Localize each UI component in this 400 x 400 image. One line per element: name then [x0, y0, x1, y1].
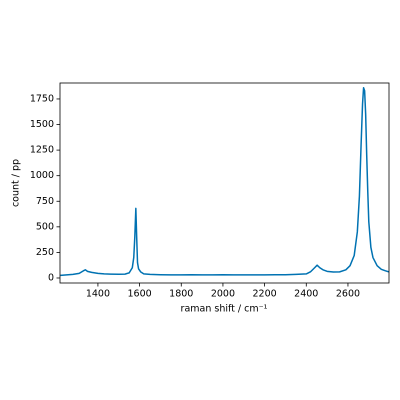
y-tick-label: 1000 [30, 170, 54, 181]
x-tick-label: 2000 [211, 289, 235, 300]
y-tick-label: 1750 [30, 93, 54, 104]
x-axis-label: raman shift / cm⁻¹ [181, 304, 268, 315]
data-line [60, 86, 389, 277]
y-tick-label: 1250 [30, 145, 54, 156]
y-axis-label: count / pp [11, 159, 22, 207]
y-tick-label: 250 [36, 247, 54, 258]
y-tick-label: 500 [36, 221, 54, 232]
y-tick-label: 1500 [30, 119, 54, 130]
x-tick-label: 2200 [253, 289, 277, 300]
x-tick-label: 2400 [294, 289, 318, 300]
y-tick-label: 0 [48, 272, 54, 283]
y-tick-label: 750 [36, 196, 54, 207]
x-tick-label: 1600 [127, 289, 151, 300]
x-tick-label: 1400 [86, 289, 110, 300]
x-tick-label: 1800 [169, 289, 193, 300]
plot-frame [59, 82, 390, 284]
x-tick-label: 2600 [336, 289, 360, 300]
